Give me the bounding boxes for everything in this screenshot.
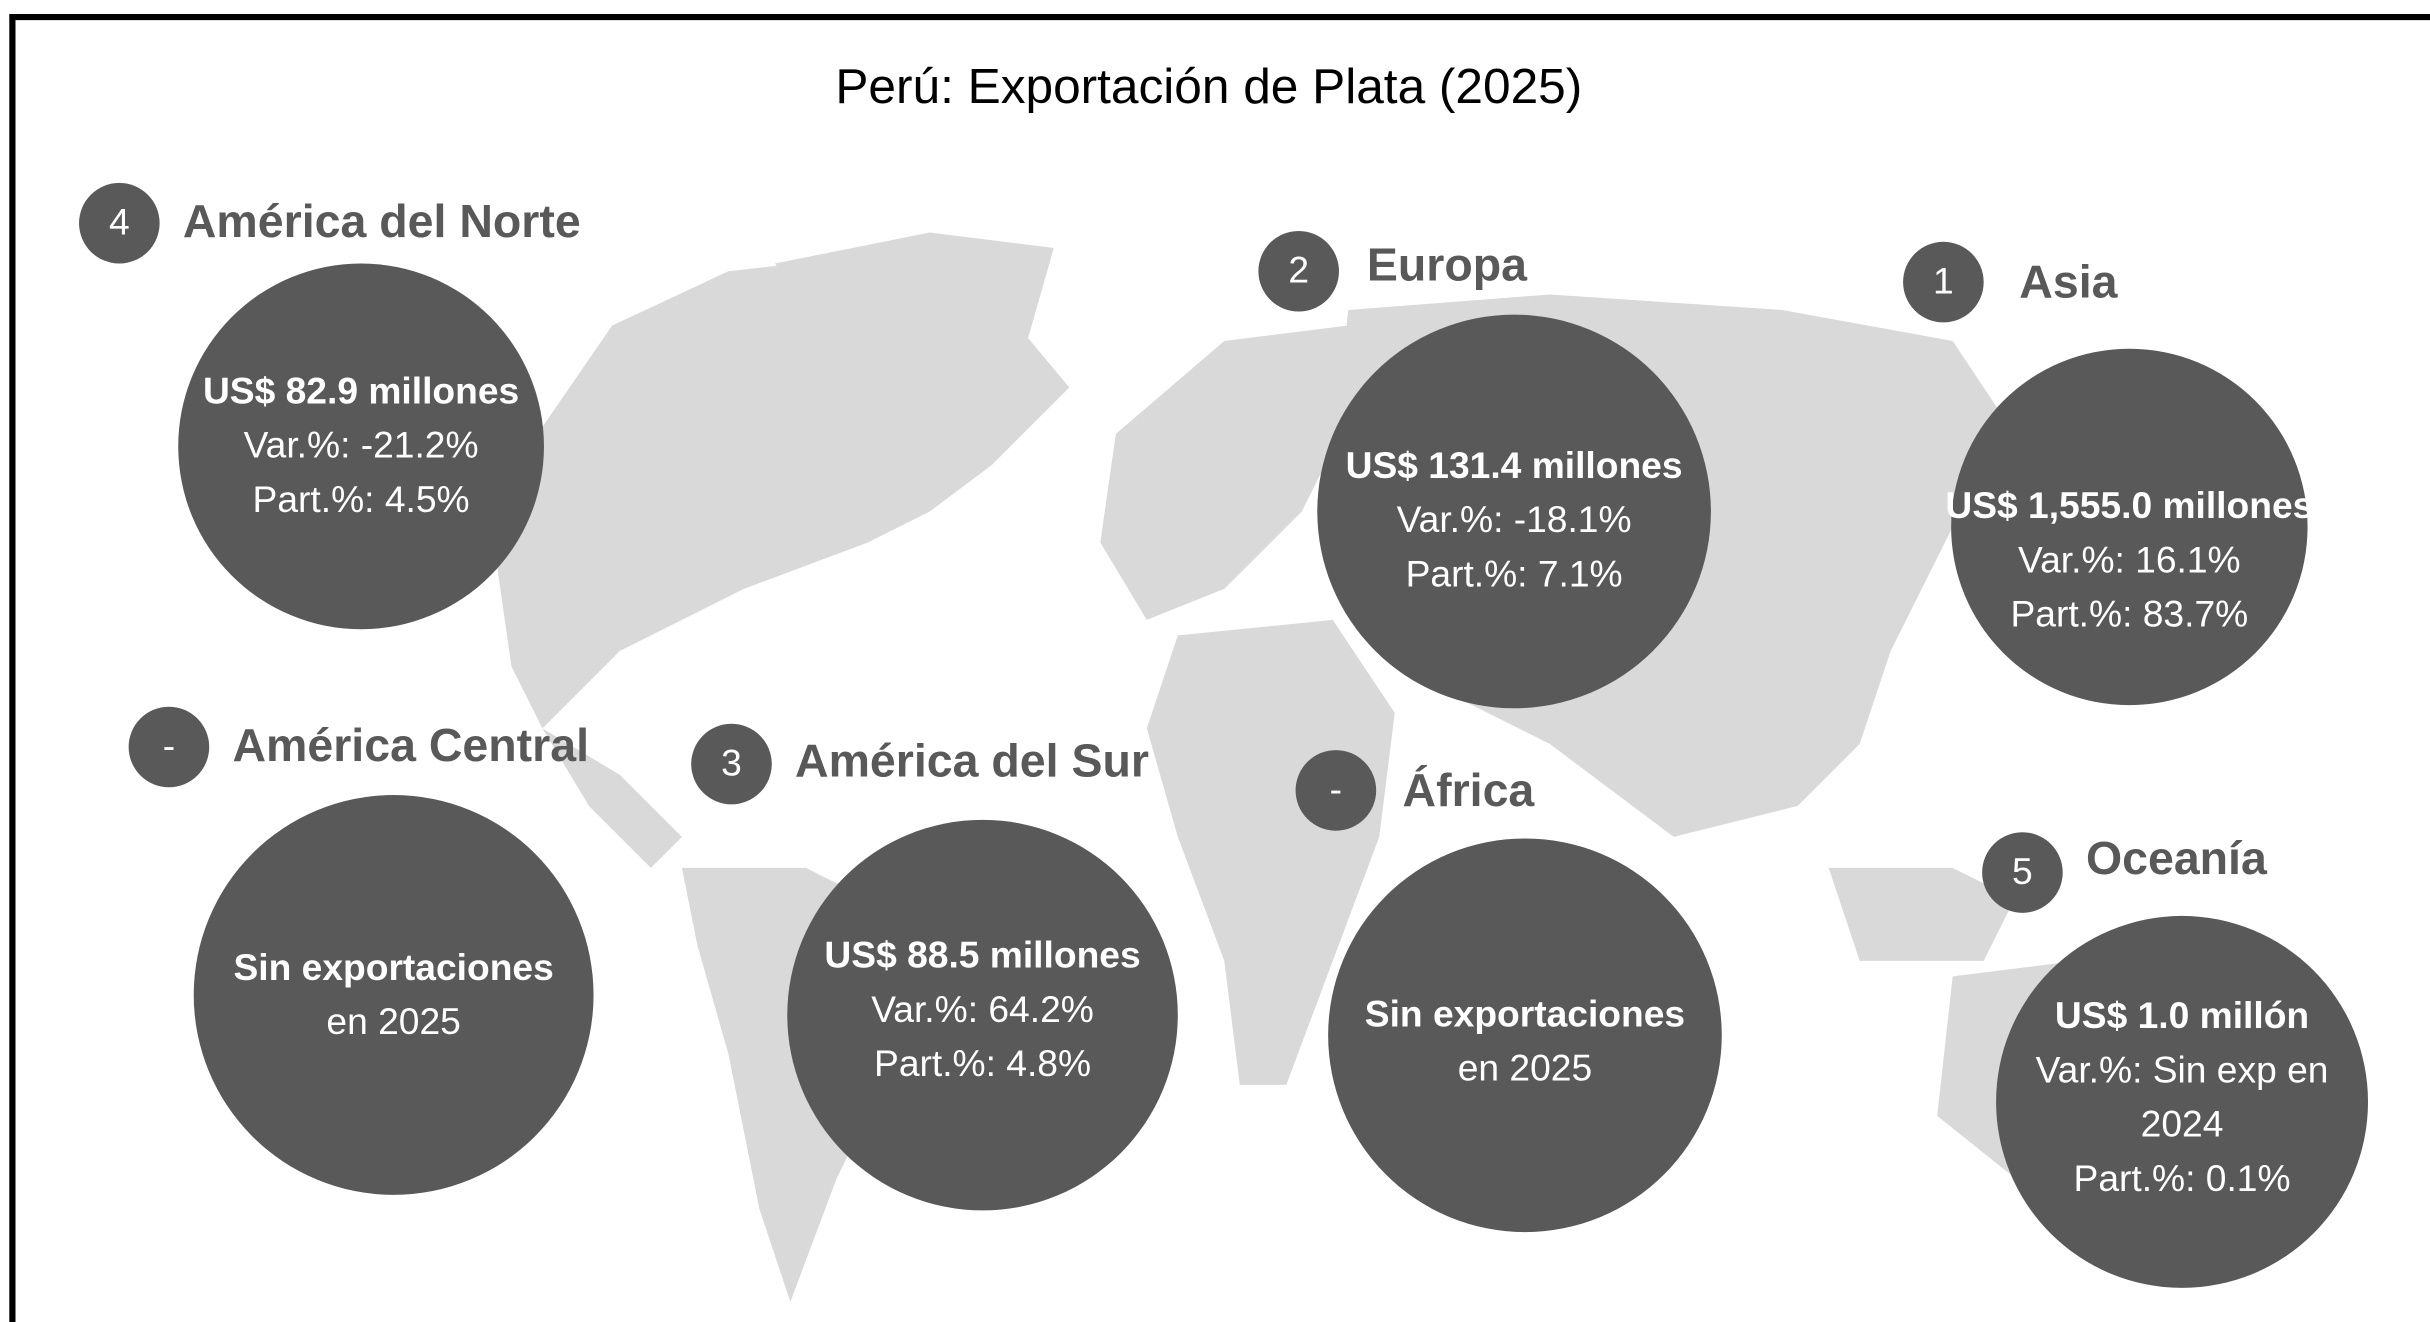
region-detail: Var.%: 16.1% xyxy=(2018,538,2241,580)
rank-badge xyxy=(1903,241,1984,323)
region-value: US$ 131.4 millones xyxy=(1346,444,1683,486)
region-detail: 2024 xyxy=(2141,1103,2224,1145)
region-detail: Var.%: -18.1% xyxy=(1397,498,1632,540)
region-detail: Part.%: 0.1% xyxy=(2074,1157,2291,1199)
region-value: US$ 1.0 millón xyxy=(2055,994,2309,1036)
rank-label: 3 xyxy=(721,741,742,783)
rank-label: 2 xyxy=(1288,249,1309,291)
region-detail: Part.%: 4.5% xyxy=(253,478,470,520)
rank-badge xyxy=(1258,230,1339,312)
rank-badge xyxy=(691,723,772,805)
region-detail: Var.%: 64.2% xyxy=(871,988,1094,1030)
region-detail: en 2025 xyxy=(326,1000,460,1042)
region-circle xyxy=(1317,314,1711,709)
region-name: Europa xyxy=(1367,238,1528,290)
rank-badge xyxy=(79,182,160,264)
region-detail: en 2025 xyxy=(1458,1047,1592,1089)
rank-badge xyxy=(128,706,210,788)
region-circle xyxy=(787,819,1178,1211)
region-value: US$ 1,555.0 millones xyxy=(1945,484,2313,526)
rank-badge xyxy=(1295,750,1377,831)
region-name: Asia xyxy=(2019,255,2118,307)
region-value: Sin exportaciones xyxy=(1365,992,1685,1034)
region-circle xyxy=(178,263,544,630)
region-value: Sin exportaciones xyxy=(233,946,553,988)
region-circle xyxy=(193,795,594,1195)
europe xyxy=(1100,325,1364,620)
africa xyxy=(1146,619,1395,1085)
title: Perú: Exportación de Plata (2025) xyxy=(835,58,1582,114)
region-name: África xyxy=(1403,764,1536,816)
region-name: América Central xyxy=(232,719,589,771)
rank-badge xyxy=(1982,832,2063,913)
rank-label: 1 xyxy=(1933,259,1954,301)
central-america xyxy=(542,728,682,868)
indonesia xyxy=(1828,867,2015,961)
rank-label: - xyxy=(163,724,175,766)
region-name: América del Norte xyxy=(183,195,581,247)
rank-label: 4 xyxy=(109,201,130,243)
region-detail: Part.%: 4.8% xyxy=(874,1042,1091,1084)
rank-label: 5 xyxy=(2012,850,2033,892)
region-detail: Var.%: -21.2% xyxy=(244,424,479,466)
frame xyxy=(9,13,2430,1322)
region-circle xyxy=(1951,348,2308,706)
region-value: US$ 82.9 millones xyxy=(203,369,519,411)
region-name: América del Sur xyxy=(795,734,1149,786)
region-value: US$ 88.5 millones xyxy=(824,934,1140,976)
rank-label: - xyxy=(1330,768,1342,810)
region-name: Oceanía xyxy=(2086,832,2268,884)
region-circle xyxy=(1996,915,2369,1288)
region-detail: Var.%: Sin exp en xyxy=(2036,1048,2329,1090)
region-detail: Part.%: 83.7% xyxy=(2010,593,2248,635)
greenland xyxy=(774,232,1054,434)
region-circle xyxy=(1328,838,1722,1233)
region-detail: Part.%: 7.1% xyxy=(1406,552,1623,594)
